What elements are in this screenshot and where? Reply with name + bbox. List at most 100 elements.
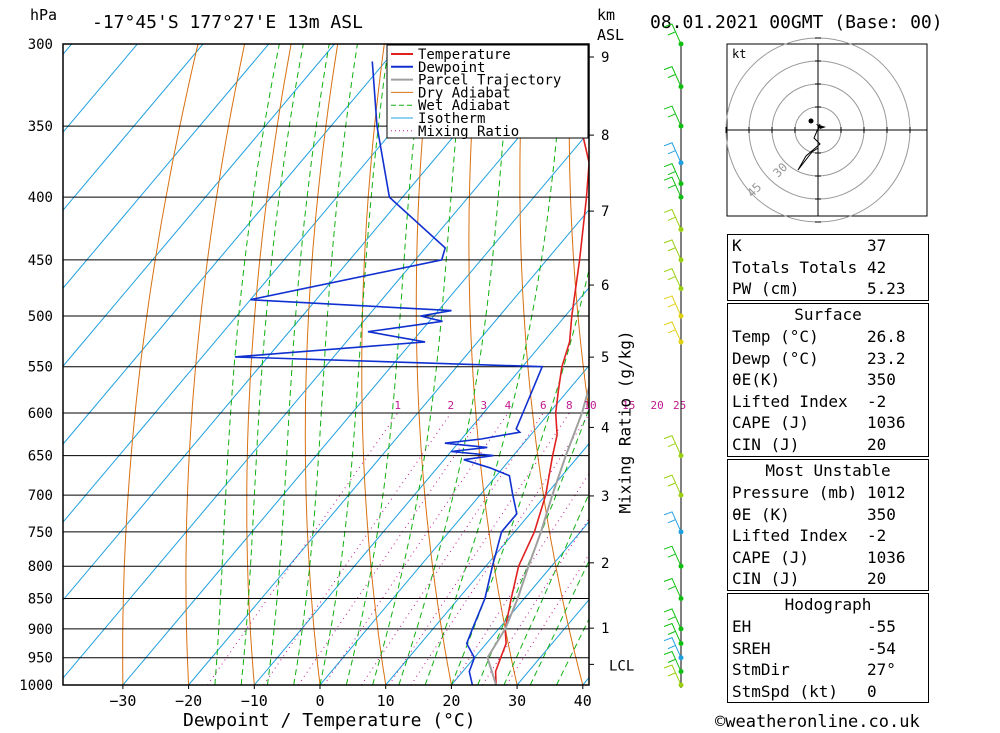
wind-barb [663,268,682,289]
pressure-tick-label: 300 [28,37,53,53]
wind-barb [663,474,682,496]
mixing-ratio-label: 6 [540,399,547,412]
isotherm-line [451,520,589,685]
legend-label: Isotherm [418,111,485,127]
isotherm-line [63,44,532,601]
isotherm-line [63,44,401,445]
hodograph-unit: kt [732,47,746,61]
index-label: Totals Totals [732,257,858,277]
pressure-tick-label: 850 [28,591,53,607]
km-unit: km [597,6,616,24]
mixing-ratio-line [361,412,544,685]
hodo-row: StmDir 27° [728,659,928,681]
index-value: 5.23 [867,279,906,299]
dry-adiabat-line [122,44,199,685]
isotherm-line [63,44,270,289]
dewpoint-line [234,61,544,685]
hodograph-title: Hodograph [784,595,872,614]
dry-adiabat-line [361,44,387,685]
dry-adiabat-line [415,44,452,685]
mu-value: 1012 [867,483,906,502]
mixing-ratio-label: 1 [394,399,401,412]
x-tick-label: 20 [442,692,460,710]
wind-barb [663,622,682,644]
hodo-row: StmSpd (kt) 0 [728,681,928,703]
surface-row: Lifted Index -2 [728,391,928,413]
hodo-value: -54 [867,638,896,658]
isotherm-line [63,44,204,211]
hodo-row: SREH -54 [728,638,928,660]
isotherm-line [63,53,589,679]
wet-adiabat-line [319,44,390,685]
mu-label: Pressure (mb) [732,483,858,502]
location-title: -17°45'S 177°27'E 13m ASL [92,12,363,33]
mu-label: CIN (J) [732,569,800,589]
km-tick-label: 6 [601,278,609,294]
isotherm-line [63,44,138,134]
km-tick-label: 4 [601,420,609,436]
isotherm-line [63,44,467,523]
wind-barb [663,664,682,686]
wind-barb [663,295,682,317]
km-tick-label: 8 [601,128,609,144]
wet-adiabat-line [266,44,330,685]
wind-barb [663,650,682,672]
wet-adiabat-line [503,492,589,685]
mixing-ratio-label: 10 [583,399,596,412]
pressure-tick-label: 650 [28,449,53,465]
lcl-label: LCL [609,658,634,674]
wind-barb [663,163,682,184]
mixing-ratio-label: 25 [673,399,686,412]
dry-adiabat-line [185,44,246,685]
pressure-tick-label: 500 [28,309,53,325]
km-tick-label: 2 [601,556,609,572]
surface-value: 350 [867,370,896,390]
mixing-ratio-line [263,412,452,685]
wind-barb [663,321,682,343]
surface-label: Temp (°C) [732,327,819,346]
mu-row: Pressure (mb) 1012 [728,482,928,504]
hodograph-table: Hodograph EH -55 SREH -54 StmDir 27° StmSpd (k… [727,593,929,704]
hodo-label: EH [732,617,752,636]
mu-row: CAPE (J) 1036 [728,547,928,569]
pressure-tick-label: 750 [28,525,53,541]
dry-adiabat-line [990,44,1000,685]
surface-label: CIN (J) [732,434,800,454]
x-tick-label: 40 [574,692,592,710]
mixing-ratio-label: 15 [622,399,635,412]
wind-barb [663,239,682,261]
mixing-ratio-label: 4 [505,399,512,412]
pressure-tick-label: 1000 [19,678,53,694]
pressure-tick-label: 900 [28,622,53,638]
wet-adiabat-line [293,44,358,685]
wind-barb [663,577,682,599]
hodograph-storm-marker [816,124,826,129]
most-unstable-title: Most Unstable [765,461,891,480]
hodograph-storm-dot [808,118,814,124]
index-value: 42 [867,257,887,277]
mixing-ratio-axis-label: Mixing Ratio (g/kg) [615,330,635,514]
wind-barb [663,435,682,456]
mu-row: Lifted Index -2 [728,525,928,547]
mu-label: CAPE (J) [732,547,810,567]
wet-adiabat-line [529,559,589,685]
wind-barb [663,545,682,567]
surface-row: CAPE (J) 1036 [728,412,928,434]
surface-row: Dewp (°C) 23.2 [728,348,928,370]
indices-table: K 37 Totals Totals 42 PW (cm) 5.23 [727,234,929,301]
surface-value: 1036 [867,413,906,433]
mu-label: θE (K) [732,504,790,524]
surface-row: θE(K) 350 [728,369,928,391]
mixing-ratio-label: 2 [448,399,455,412]
legend-label: Parcel Trajectory [418,73,561,89]
pressure-tick-label: 450 [28,253,53,269]
dry-adiabat-line [568,44,589,415]
hodo-label: StmSpd (kt) [732,681,838,701]
mu-row: CIN (J) 20 [728,568,928,590]
mu-value: 1036 [867,547,906,567]
wind-barb [663,208,682,230]
hodo-value: 0 [867,681,877,701]
hodo-row: EH -55 [728,616,928,638]
temperature-line [494,51,589,685]
index-row: Totals Totals 42 [728,257,928,279]
